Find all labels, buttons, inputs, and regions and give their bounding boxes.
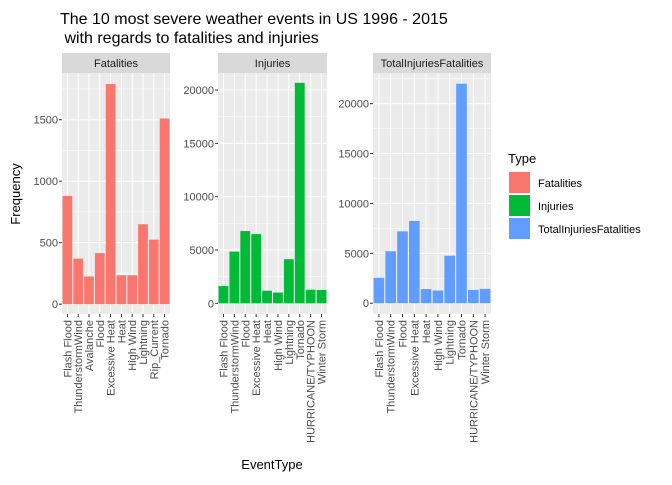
x-tick-label: Flood — [240, 320, 252, 348]
bar-flash-flood — [373, 277, 385, 304]
bar-excessive-heat — [408, 220, 420, 304]
x-tick-label: ThunderstormWind — [229, 320, 241, 414]
x-tick-label: HURRICANE/TYPHOON — [306, 320, 318, 443]
x-tick-label: Avalanche — [84, 320, 96, 371]
bar-rip-current — [148, 239, 159, 305]
legend-key-totalinjuriesfatalities — [509, 218, 530, 239]
bar-avalanche — [84, 276, 94, 305]
y-tick-label: 5000 — [190, 245, 214, 257]
y-tick-label: 0 — [363, 298, 369, 310]
y-axis-label: Frequency — [8, 163, 23, 225]
bar-high-wind — [127, 275, 138, 305]
x-tick-label: Flood — [398, 320, 410, 348]
bar-heat — [116, 275, 127, 305]
y-tick-label: 0 — [208, 298, 214, 310]
legend-label: Injuries — [538, 201, 574, 213]
x-tick-label: Lightning — [284, 320, 296, 365]
y-tick-label: 20000 — [338, 99, 369, 111]
bar-lightning — [138, 224, 148, 305]
x-tick-label: Heat — [262, 320, 274, 343]
bar-high-wind — [273, 292, 283, 304]
y-tick-label: 15000 — [183, 138, 214, 150]
x-tick-label: Flash Flood — [374, 320, 386, 377]
x-tick-label: Excessive Heat — [251, 320, 263, 396]
y-tick-label: 20000 — [183, 85, 214, 97]
legend-key-fatalities — [509, 172, 530, 193]
x-tick-label: Flash Flood — [218, 320, 230, 377]
facet-strip — [373, 53, 491, 73]
bar-thunderstormwind — [385, 251, 397, 304]
y-tick-label: 500 — [40, 238, 58, 250]
chart-title-line-2: with regards to fatalities and injuries — [60, 30, 319, 47]
y-tick-label: 5000 — [345, 248, 369, 260]
x-tick-label: Tornado — [160, 320, 172, 360]
x-tick-label: Tornado — [295, 320, 307, 360]
bar-excessive-heat — [251, 234, 262, 304]
x-tick-label: Heat — [421, 320, 433, 343]
x-tick-label: Winter Storm — [317, 320, 329, 384]
facet-strip-label: Fatalities — [94, 58, 139, 70]
facet-strip — [62, 53, 170, 73]
bar-flood — [397, 231, 408, 304]
bar-hurricane-typhoon — [305, 289, 316, 304]
bar-winter-storm — [316, 290, 327, 304]
x-tick-label: Flash Flood — [62, 320, 74, 377]
legend: Type Fatalities Injuries TotalInjuriesFata… — [508, 151, 641, 239]
x-tick-label: Excessive Heat — [409, 320, 421, 396]
y-tick-label: 10000 — [183, 192, 214, 204]
legend-title: Type — [508, 151, 536, 166]
y-tick-label: 15000 — [338, 149, 369, 161]
bar-tornado — [294, 82, 305, 304]
bar-tornado — [159, 118, 170, 305]
x-tick-label: High Wind — [273, 320, 285, 371]
y-tick-label: 1000 — [34, 176, 58, 188]
panel-totalinjuriesfatalities: TotalInjuriesFatalities 0 5000 10000 15000 20… — [338, 53, 492, 443]
x-tick-label: Flood — [95, 320, 107, 348]
panel-fatalities: Fatalities 0 500 1000 1500 Flash FloodThunder… — [34, 53, 172, 414]
bar-lightning — [283, 259, 294, 304]
legend-label: TotalInjuriesFatalities — [538, 224, 641, 236]
legend-key-injuries — [509, 195, 530, 216]
bar-hurricane-typhoon — [467, 289, 479, 304]
x-tick-label: ThunderstormWind — [386, 320, 398, 414]
x-tick-label: Winter Storm — [480, 320, 492, 384]
bar-excessive-heat — [105, 84, 116, 305]
bar-flash-flood — [62, 195, 73, 305]
y-tick-label: 1500 — [34, 115, 58, 127]
bar-winter-storm — [479, 288, 491, 304]
bar-heat — [262, 290, 272, 304]
x-tick-label: HURRICANE/TYPHOON — [468, 320, 480, 443]
x-tick-label: Lightning — [138, 320, 150, 365]
x-tick-label: Lightning — [445, 320, 457, 365]
bar-high-wind — [432, 290, 444, 304]
x-tick-label: Tornado — [457, 320, 469, 360]
facet-strip-label: Injuries — [255, 58, 291, 70]
x-tick-label: Rip_Current — [149, 320, 161, 379]
chart-title-line-1: The 10 most severe weather events in US … — [60, 11, 448, 28]
facet-strip-label: TotalInjuriesFatalities — [381, 58, 484, 70]
bar-lightning — [444, 255, 456, 304]
x-tick-label: High Wind — [127, 320, 139, 371]
bar-flash-flood — [218, 286, 229, 304]
legend-label: Fatalities — [538, 178, 583, 190]
bar-flood — [240, 231, 251, 304]
x-axis-label: EventType — [241, 457, 302, 472]
bar-heat — [420, 289, 432, 304]
y-tick-label: 10000 — [338, 198, 369, 210]
bar-flood — [94, 253, 105, 305]
x-tick-label: Heat — [116, 320, 128, 343]
x-tick-label: ThunderstormWind — [73, 320, 85, 414]
bar-thunderstormwind — [73, 258, 84, 305]
facet-strip — [218, 53, 327, 73]
y-tick-label: 0 — [52, 299, 58, 311]
x-tick-label: Excessive Heat — [106, 320, 118, 396]
x-tick-label: High Wind — [433, 320, 445, 371]
bar-thunderstormwind — [229, 251, 240, 304]
bar-tornado — [456, 83, 467, 304]
